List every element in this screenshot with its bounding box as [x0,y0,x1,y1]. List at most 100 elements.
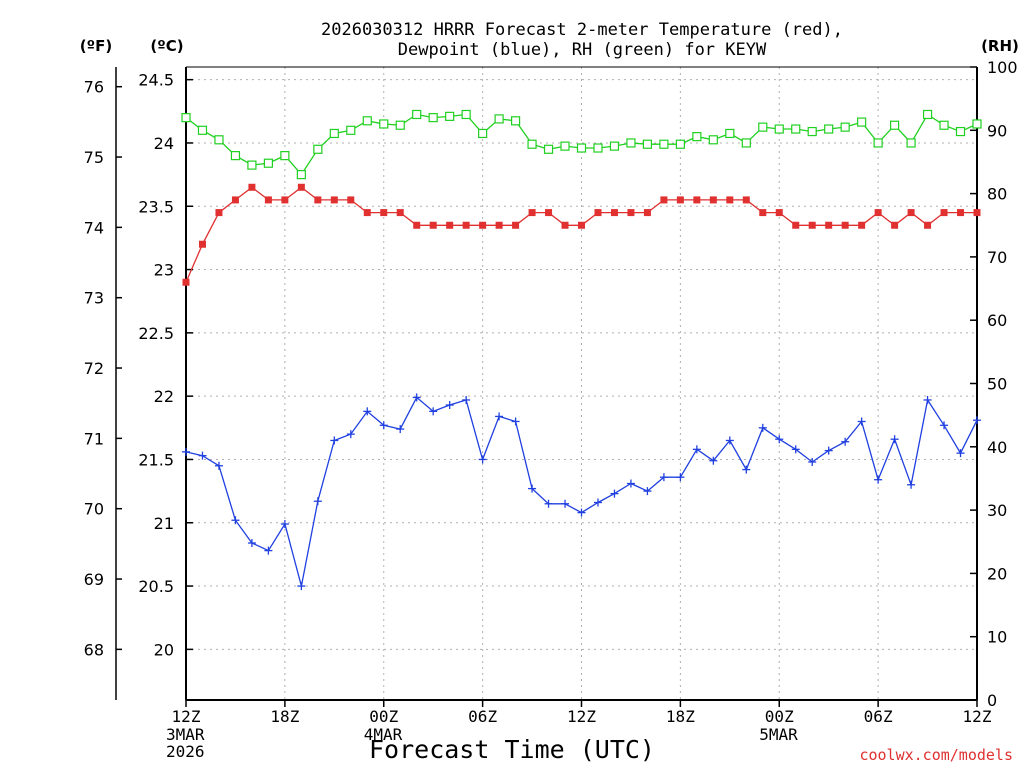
dewpoint-point [577,508,586,517]
fahrenheit-tick-label: 70 [84,500,104,519]
dewpoint-line [185,396,978,587]
rh-point [230,151,241,161]
celsius-tick-label: 21 [154,514,174,533]
rh-point [247,160,257,170]
rh-point [362,116,372,126]
x-tick-label: 06Z [468,707,497,726]
rh-point [346,125,356,135]
temperature-point [808,221,816,229]
fahrenheit-unit-label: (ºF) [80,37,112,55]
rh-point [675,139,685,149]
x-tick-label: 12Z [172,707,201,726]
rh-tick-label: 50 [987,375,1007,394]
temperature-point [759,209,767,217]
rh-point [576,143,587,153]
temperature-point [594,209,602,217]
dewpoint-point [297,582,306,591]
temperature-point [610,209,618,217]
dewpoint-point [445,401,454,410]
temperature-point [726,196,734,204]
rh-point [890,120,900,130]
dewpoint-point [857,417,866,426]
rh-point [642,139,653,149]
temperature-point [528,209,536,217]
x-tick-label: 00Z [765,707,794,726]
temperature-point [825,221,833,229]
rh-point [692,132,702,142]
temperature-line [185,186,977,283]
temperature-point [182,278,190,286]
temperature-point [643,209,651,217]
rh-tick-label: 30 [987,501,1007,520]
temperature-point [281,196,289,204]
rh-point [593,143,603,153]
rh-point [758,122,768,132]
fahrenheit-tick-label: 71 [84,429,104,448]
temperature-point [792,221,800,229]
x-tick-label: 06Z [864,707,893,726]
dewpoint-point [198,451,207,460]
rh-point [313,144,323,154]
rh-point [181,113,191,123]
x-date-label: 2026 [166,742,205,761]
temperature-point [709,196,717,204]
temperature-point [660,196,668,204]
temperature-point [248,183,256,191]
rh-point [329,128,339,139]
x-axis-label: Forecast Time (UTC) [369,735,655,764]
temperature-point [512,221,520,229]
dewpoint-point [890,435,899,444]
temperature-point [545,209,553,217]
temperature-point [578,221,585,229]
temperature-point [363,209,371,217]
temperature-point [957,209,965,217]
temperature-point [330,196,338,204]
temperature-point [396,209,404,217]
rh-tick-label: 70 [987,248,1007,267]
celsius-tick-label: 24 [154,134,174,153]
celsius-tick-label: 23.5 [138,197,174,216]
temperature-point [907,209,915,217]
dewpoint-point [775,435,784,444]
dewpoint-point [626,479,635,488]
temperature-point [775,209,783,217]
dewpoint-point [692,445,701,454]
rh-point [461,109,471,120]
chart-title-line-2: Dewpoint (blue), RH (green) for KEYW [398,40,767,60]
rh-point [906,138,916,148]
dewpoint-point [561,499,570,508]
rh-point [296,170,306,180]
dewpoint-point [214,461,223,470]
rh-point [955,126,966,137]
rh-point [873,138,883,148]
rh-point [543,144,554,154]
celsius-tick-label: 21.5 [138,450,174,469]
rh-unit-label: (RH) [981,37,1019,55]
dewpoint-point [593,498,602,507]
dewpoint-point [907,480,916,489]
celsius-tick-label: 22.5 [138,324,174,343]
temperature-point [924,221,932,229]
rh-point [741,138,751,148]
dewpoint-point [973,416,981,425]
series-temperature [182,183,981,286]
rh-point [774,124,784,134]
x-date-label: 5MAR [759,725,798,744]
fahrenheit-tick-label: 73 [84,289,104,308]
x-tick-label: 12Z [567,707,596,726]
rh-point [560,141,570,151]
rh-point [214,135,224,145]
rh-point [280,151,290,161]
dewpoint-point [379,421,388,430]
dewpoint-point [874,475,883,484]
dewpoint-point [330,436,339,445]
dewpoint-point [511,417,520,426]
dewpoint-point [659,473,668,482]
rh-tick-label: 40 [987,438,1007,457]
x-tick-label: 12Z [963,707,992,726]
temperature-point [446,221,454,229]
fahrenheit-tick-label: 72 [84,359,104,378]
celsius-tick-label: 20 [154,640,174,659]
